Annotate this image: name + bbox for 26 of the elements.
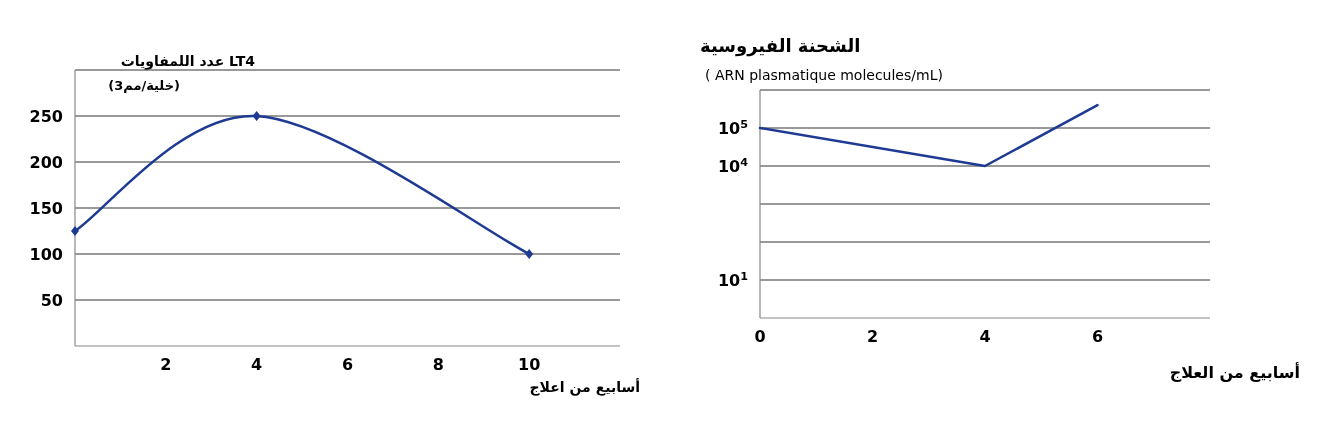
x-axis-title: أسابيع من العلاج [1169, 362, 1300, 382]
x-tick-label: 10 [518, 355, 541, 374]
x-tick-label: 2 [160, 355, 172, 374]
y-tick-label: 250 [29, 107, 63, 126]
x-tick-label: 2 [866, 327, 879, 346]
x-tick-label: 0 [754, 327, 766, 346]
x-tick-label: 8 [432, 355, 444, 374]
point [71, 226, 79, 236]
point [252, 111, 261, 121]
y-tick-label: 10$^{1}$ [717, 269, 749, 290]
x-tick-label: 4 [979, 327, 991, 346]
text: (خلية/مم3) [108, 78, 180, 93]
point [525, 249, 534, 259]
chart-title: الشحنة الفيروسية [700, 35, 861, 57]
x-tick-label: 4 [251, 355, 263, 374]
x-tick-label: 6 [1091, 327, 1104, 346]
y-tick-label: 200 [29, 153, 63, 172]
y-tick-label: 100 [29, 245, 63, 264]
y-tick-label: 50 [40, 291, 63, 310]
y-tick-label: 10$^{5}$ [717, 117, 748, 138]
x-axis-title: أسابيع من اعلاج [529, 378, 640, 396]
y-tick-label: 10$^{4}$ [717, 155, 749, 176]
chart-title: عدد اللمفاويات LT4 [120, 53, 256, 70]
chart-subtitle: ( ARN plasmatique molecules/mL) [705, 67, 943, 83]
y-tick-label: 150 [29, 199, 63, 218]
x-tick-label: 6 [341, 355, 354, 374]
